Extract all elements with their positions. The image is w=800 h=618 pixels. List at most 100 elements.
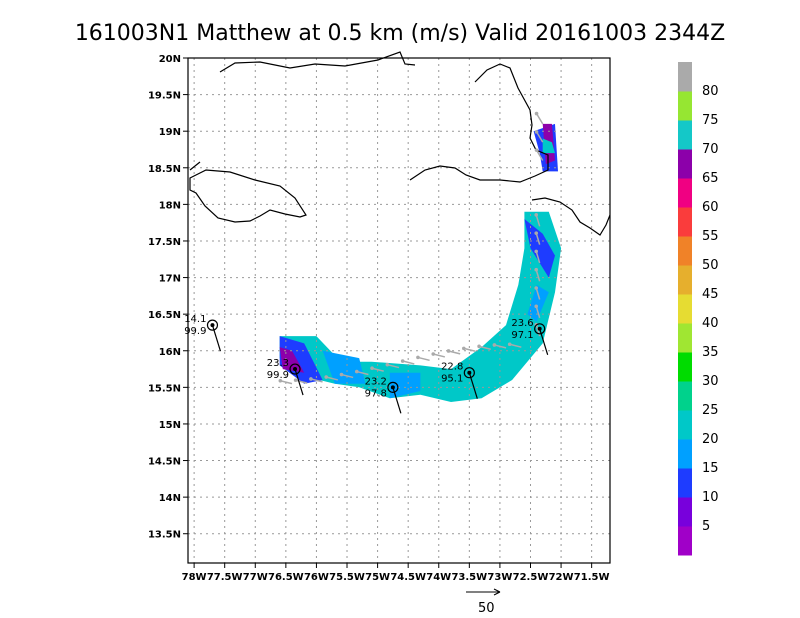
colorbar: 5 10 15 20 25 30 35 40 45 50 55 60 65 70 75 80 xyxy=(678,62,719,556)
colorbar-label: 30 xyxy=(702,374,719,389)
wind-vector-head xyxy=(507,342,512,347)
y-tick-label: 16N xyxy=(159,347,181,358)
colorbar-segment xyxy=(678,120,692,150)
x-tick-label: 72W xyxy=(549,572,574,583)
colorbar-label: 70 xyxy=(702,142,719,157)
colorbar-segment xyxy=(678,497,692,527)
observation-value-bottom: 99.9 xyxy=(184,326,206,337)
swath-region xyxy=(389,372,421,399)
swath-region xyxy=(527,284,549,322)
wind-vector-head xyxy=(370,366,374,371)
observation-value-top: 14.1 xyxy=(184,314,206,325)
wind-vector xyxy=(417,356,430,362)
colorbar-segment xyxy=(678,410,692,440)
y-tick-label: 16.5N xyxy=(148,310,181,321)
wind-barb xyxy=(294,368,304,396)
wind-vector xyxy=(310,378,323,383)
coastline-cuba xyxy=(219,51,416,73)
observation-marker xyxy=(463,367,475,379)
colorbar-label: 15 xyxy=(702,461,719,476)
colorbar-label: 75 xyxy=(702,113,719,128)
x-tick-label: 73W xyxy=(487,572,512,583)
colorbar-segment xyxy=(678,439,692,469)
wind-vector-head xyxy=(339,372,344,377)
wind-vector-head xyxy=(385,362,390,367)
colorbar-segment xyxy=(678,526,692,556)
y-tick-label: 14N xyxy=(159,493,181,504)
wind-vector xyxy=(535,269,541,282)
observation-value-bottom: 95.1 xyxy=(441,374,463,385)
wind-vector-head xyxy=(534,213,539,217)
wind-scale-legend: 50 xyxy=(466,588,501,616)
coastline-cuba-east xyxy=(189,161,201,171)
plot-frame xyxy=(187,57,611,564)
y-tick-label: 18.5N xyxy=(148,164,181,175)
x-axis-ticks: 78W 77.5W 77W 76.5W 76W 75.5W 75W 74.5W 74W 73.5W… xyxy=(182,563,610,583)
observation-value-bottom: 97.8 xyxy=(365,388,387,399)
wind-vector-head xyxy=(416,355,420,360)
observation-marker xyxy=(289,363,301,375)
colorbar-label: 45 xyxy=(702,287,719,302)
y-tick-label: 18N xyxy=(159,200,181,211)
x-tick-label: 72.5W xyxy=(513,572,549,583)
grid-lines xyxy=(188,57,610,563)
observation-marker xyxy=(534,323,546,335)
wind-vector xyxy=(280,380,293,385)
observation-value-top: 22.8 xyxy=(441,362,463,373)
wind-vector xyxy=(535,232,541,245)
wind-swath xyxy=(279,123,562,402)
wind-vector-head xyxy=(324,375,328,379)
coastline-hispaniola-south xyxy=(531,197,611,236)
y-tick-label: 17N xyxy=(159,274,181,285)
wind-vector-head xyxy=(534,111,539,116)
coastline-haiti xyxy=(409,63,549,183)
wind-vector xyxy=(402,360,415,365)
observation-value-top: 23.2 xyxy=(365,376,387,387)
colorbar-segment xyxy=(678,178,692,208)
colorbar-segment xyxy=(678,62,692,92)
swath-region xyxy=(322,350,366,384)
y-tick-label: 20N xyxy=(159,54,181,65)
wind-vector xyxy=(509,343,522,348)
wind-vector xyxy=(535,214,541,227)
x-tick-label: 71.5W xyxy=(574,572,610,583)
x-tick-label: 77.5W xyxy=(207,572,243,583)
wind-vector-head xyxy=(534,286,539,290)
wind-vector xyxy=(341,373,354,379)
observation-marker xyxy=(387,381,399,393)
colorbar-segment xyxy=(678,294,692,324)
colorbar-segment xyxy=(678,352,692,382)
wind-vector-head xyxy=(309,377,313,381)
colorbar-label: 50 xyxy=(702,258,719,273)
y-axis-ticks: 20N 19.5N 19N 18.5N 18N 17.5N 17N 16.5N 16N 15.5N… xyxy=(148,54,188,541)
wind-vector-head xyxy=(400,359,405,363)
y-tick-label: 13.5N xyxy=(148,530,181,541)
wind-scale-arrowhead xyxy=(493,588,501,596)
observation-marker xyxy=(206,319,219,331)
observation-markers: 14.199.923.399.923.297.822.895.123.697.1 xyxy=(184,314,549,414)
colorbar-label: 25 xyxy=(702,403,719,418)
chart-title: 161003N1 Matthew at 0.5 km (m/s) Valid 2… xyxy=(75,21,725,46)
wind-vector-head xyxy=(534,267,539,272)
wind-vector xyxy=(535,113,544,125)
wind-vector-head xyxy=(534,231,539,235)
y-tick-label: 15.5N xyxy=(148,383,181,394)
wind-vector xyxy=(326,376,339,381)
colorbar-segment xyxy=(678,149,692,179)
coastline-jamaica xyxy=(189,169,307,223)
wind-vector-head xyxy=(278,378,283,383)
x-tick-label: 77W xyxy=(243,572,268,583)
wind-vector-head xyxy=(534,249,539,254)
y-tick-label: 19N xyxy=(159,127,181,138)
wind-vector-head xyxy=(492,343,497,347)
x-tick-label: 74.5W xyxy=(390,572,426,583)
colorbar-label: 60 xyxy=(702,200,719,215)
x-tick-label: 74W xyxy=(426,572,451,583)
wind-vector xyxy=(478,345,491,350)
wind-scale-label: 50 xyxy=(478,601,495,616)
x-tick-label: 73.5W xyxy=(451,572,487,583)
colorbar-label: 35 xyxy=(702,345,719,360)
wind-barb xyxy=(392,387,402,414)
y-tick-label: 17.5N xyxy=(148,237,181,248)
